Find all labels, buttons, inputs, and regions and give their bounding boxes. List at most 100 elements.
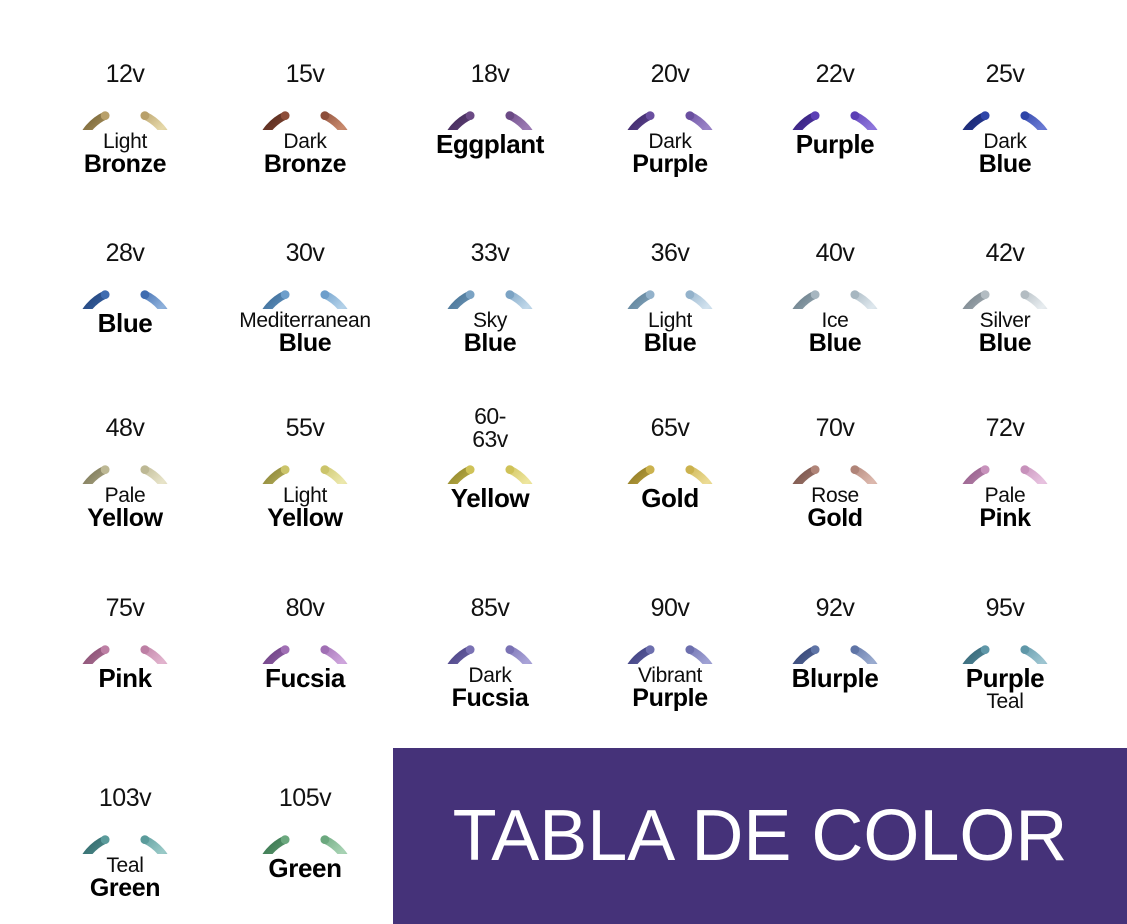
swatch-label-name: Gold xyxy=(641,483,699,513)
swatch-label: Vibrant Purple xyxy=(577,665,763,711)
ring-graphic: 40v xyxy=(776,197,894,309)
swatch-label-prefix: Mediterranean xyxy=(239,309,371,332)
swatch-label-name: Fucsia xyxy=(265,663,345,693)
swatch-label-prefix: Sky xyxy=(472,309,508,332)
swatch-label: Silver Blue xyxy=(912,310,1098,356)
swatch-label-name: Blue xyxy=(808,329,862,357)
ring-graphic: 30v xyxy=(246,197,364,309)
ring-graphic: 22v xyxy=(776,18,894,130)
swatch-label-name: Yellow xyxy=(450,483,530,513)
swatch-label-name: Blurple xyxy=(791,663,879,693)
swatch-label-prefix: Light xyxy=(647,309,693,332)
swatch-label-name: Green xyxy=(89,874,161,902)
swatch-label: Blue xyxy=(32,310,218,336)
swatch-label-prefix: Dark xyxy=(283,130,327,153)
swatch-label: Purple xyxy=(742,131,928,157)
swatch-label: Dark Bronze xyxy=(212,131,398,177)
ring-graphic: 75v xyxy=(66,552,184,664)
color-swatch-42v[interactable]: 42v Silver Blue xyxy=(912,197,1098,356)
swatch-label: Blurple xyxy=(742,665,928,691)
color-swatch-92v[interactable]: 92v Blurple xyxy=(742,552,928,691)
color-swatch-85v[interactable]: 85v Dark Fucsia xyxy=(397,552,583,711)
swatch-label: Dark Fucsia xyxy=(397,665,583,711)
swatch-label: Yellow xyxy=(397,485,583,511)
color-swatch-55v[interactable]: 55v Light Yellow xyxy=(212,372,398,531)
swatch-label: Gold xyxy=(577,485,763,511)
color-swatch-15v[interactable]: 15v Dark Bronze xyxy=(212,18,398,177)
swatch-label-name: Pink xyxy=(979,504,1031,532)
swatch-label-name: Gold xyxy=(807,504,863,532)
ring-graphic: 80v xyxy=(246,552,364,664)
color-swatch-30v[interactable]: 30v Mediterranean Blue xyxy=(212,197,398,356)
color-swatch-28v[interactable]: 28v Blue xyxy=(32,197,218,336)
color-swatch-25v[interactable]: 25v Dark Blue xyxy=(912,18,1098,177)
color-swatch-22v[interactable]: 22v Purple xyxy=(742,18,928,157)
color-swatch-48v[interactable]: 48v Pale Yellow xyxy=(32,372,218,531)
color-swatch-75v[interactable]: 75v Pink xyxy=(32,552,218,691)
swatch-label-name: Purple xyxy=(795,129,875,159)
swatch-label-prefix: Ice xyxy=(821,309,849,332)
color-swatch-40v[interactable]: 40v Ice Blue xyxy=(742,197,928,356)
color-swatch-12v[interactable]: 12v Light Bronze xyxy=(32,18,218,177)
ring-graphic: 65v xyxy=(611,372,729,484)
swatch-label: Sky Blue xyxy=(397,310,583,356)
color-swatch-80v[interactable]: 80v Fucsia xyxy=(212,552,398,691)
ring-graphic: 103v xyxy=(66,742,184,854)
swatch-label: Green xyxy=(212,855,398,881)
swatch-label-prefix: Pale xyxy=(984,484,1026,507)
color-swatch-72v[interactable]: 72v Pale Pink xyxy=(912,372,1098,531)
ring-graphic: 70v xyxy=(776,372,894,484)
swatch-label-name: Blue xyxy=(978,150,1032,178)
ring-graphic: 36v xyxy=(611,197,729,309)
swatch-label-prefix: Dark xyxy=(648,130,692,153)
color-swatch-33v[interactable]: 33v Sky Blue xyxy=(397,197,583,356)
swatch-label: Purple Teal xyxy=(912,665,1098,712)
swatch-label-prefix: Teal xyxy=(106,854,144,877)
swatch-label-prefix: Vibrant xyxy=(637,664,703,687)
swatch-label: Light Blue xyxy=(577,310,763,356)
ring-graphic: 42v xyxy=(946,197,1064,309)
color-swatch-60-63v[interactable]: 60- 63v Yellow xyxy=(397,372,583,511)
swatch-label-name: Blue xyxy=(97,308,153,338)
ring-graphic: 15v xyxy=(246,18,364,130)
swatch-label-name: Pink xyxy=(98,663,152,693)
swatch-label: Pink xyxy=(32,665,218,691)
color-swatch-105v[interactable]: 105v Green xyxy=(212,742,398,881)
swatch-label-suffix: Teal xyxy=(986,690,1024,713)
swatch-label: Light Yellow xyxy=(212,485,398,531)
ring-graphic: 92v xyxy=(776,552,894,664)
swatch-label-prefix: Light xyxy=(102,130,148,153)
swatch-label-name: Purple xyxy=(632,684,708,712)
color-swatch-36v[interactable]: 36v Light Blue xyxy=(577,197,763,356)
ring-graphic: 85v xyxy=(431,552,549,664)
color-swatch-18v[interactable]: 18v Eggplant xyxy=(397,18,583,157)
ring-graphic: 20v xyxy=(611,18,729,130)
swatch-label-name: Blue xyxy=(643,329,697,357)
swatch-label: Fucsia xyxy=(212,665,398,691)
ring-graphic: 72v xyxy=(946,372,1064,484)
swatch-label: Pale Pink xyxy=(912,485,1098,531)
ring-graphic: 18v xyxy=(431,18,549,130)
swatch-label-prefix: Pale xyxy=(104,484,146,507)
ring-graphic: 105v xyxy=(246,742,364,854)
color-swatch-65v[interactable]: 65v Gold xyxy=(577,372,763,511)
swatch-label: Light Bronze xyxy=(32,131,218,177)
swatch-label: Pale Yellow xyxy=(32,485,218,531)
color-swatch-95v[interactable]: 95v Purple Teal xyxy=(912,552,1098,712)
color-swatch-70v[interactable]: 70v Rose Gold xyxy=(742,372,928,531)
swatch-label-name: Blue xyxy=(278,329,332,357)
swatch-label-prefix: Light xyxy=(282,484,328,507)
swatch-label: Ice Blue xyxy=(742,310,928,356)
swatch-label-name: Green xyxy=(268,853,342,883)
banner-title: TABLA DE COLOR xyxy=(452,796,1068,876)
swatch-label-prefix: Silver xyxy=(979,309,1031,332)
swatch-label-prefix: Rose xyxy=(811,484,859,507)
ring-graphic: 33v xyxy=(431,197,549,309)
banner: TABLA DE COLOR xyxy=(393,748,1127,924)
swatch-label: Mediterranean Blue xyxy=(212,310,398,356)
color-swatch-103v[interactable]: 103v Teal Green xyxy=(32,742,218,901)
color-swatch-20v[interactable]: 20v Dark Purple xyxy=(577,18,763,177)
swatch-label: Rose Gold xyxy=(742,485,928,531)
color-swatch-90v[interactable]: 90v Vibrant Purple xyxy=(577,552,763,711)
